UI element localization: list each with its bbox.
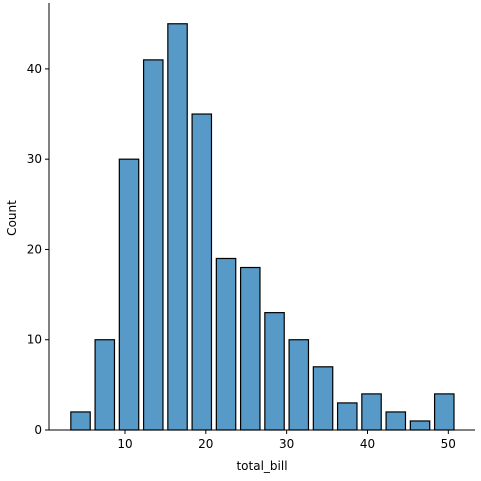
histogram-bar-7: [239, 266, 261, 431]
histogram-bar-2: [118, 158, 140, 431]
histogram-bar-6: [215, 257, 237, 431]
y-tick-label-2: 20: [27, 242, 42, 256]
axes-layer: [48, 3, 475, 431]
histogram-bar-3: [142, 59, 164, 431]
histogram-bar-4: [167, 23, 188, 431]
y-tick-label-0: 0: [34, 423, 42, 437]
histogram-bar-13: [385, 411, 407, 431]
ticks-layer: 10 20 30 40 50 0 10 20 30 40: [27, 62, 456, 451]
histogram-bar-0: [70, 411, 91, 431]
x-tick-label-2: 30: [279, 437, 294, 451]
histogram-bar-5: [191, 113, 213, 431]
histogram-bar-12: [361, 393, 382, 431]
x-tick-label-4: 50: [441, 437, 456, 451]
bars-layer: [70, 23, 455, 431]
histogram-bar-8: [264, 312, 285, 431]
y-tick-label-1: 10: [27, 333, 42, 347]
histogram-bar-9: [288, 339, 310, 431]
y-axis-label: Count: [5, 200, 19, 236]
y-tick-label-3: 30: [27, 152, 42, 166]
histogram-bar-11: [336, 402, 358, 431]
x-axis-label: total_bill: [236, 459, 287, 473]
histogram-bar-1: [94, 339, 116, 431]
histogram-bar-10: [312, 366, 334, 431]
x-tick-label-0: 10: [117, 437, 132, 451]
x-tick-label-1: 20: [198, 437, 213, 451]
histogram-bar-15: [433, 393, 455, 431]
histogram-bar-14: [409, 420, 431, 431]
x-tick-label-3: 40: [360, 437, 375, 451]
y-tick-label-4: 40: [27, 62, 42, 76]
